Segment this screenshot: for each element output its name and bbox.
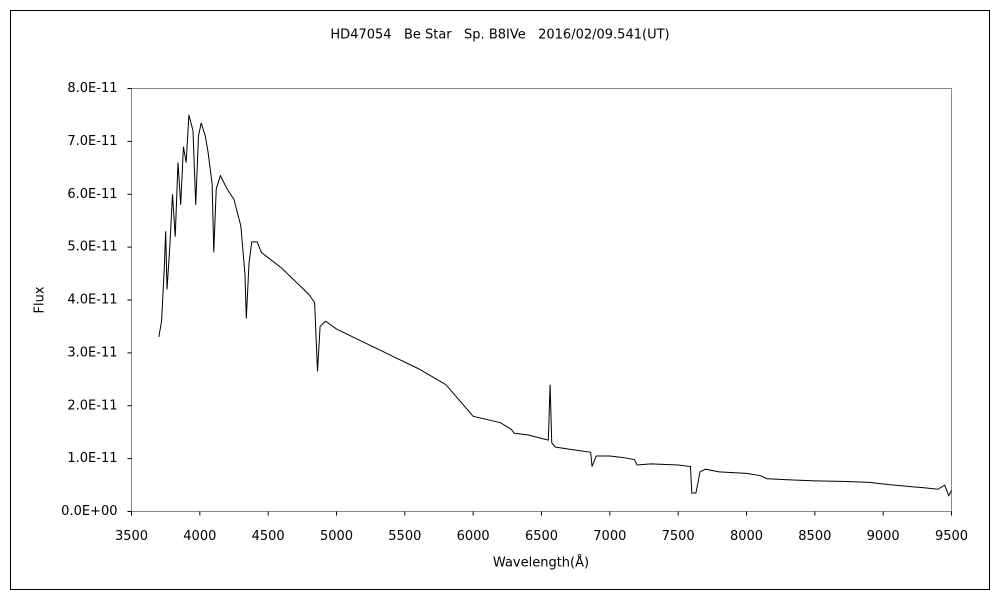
spectrum-line <box>158 114 952 497</box>
x-tick-label: 9000 <box>867 529 900 544</box>
plot-area <box>131 88 952 512</box>
chart-title: HD47054 Be Star Sp. B8IVe 2016/02/09.541… <box>330 28 669 43</box>
x-tick-label: 5000 <box>320 529 353 544</box>
x-axis-label: Wavelength(Å) <box>493 555 589 571</box>
y-tick-label: 0.0E+00 <box>61 504 117 519</box>
x-tick-label: 5500 <box>388 529 421 544</box>
y-tick-label: 2.0E-11 <box>67 398 117 413</box>
x-tick-label: 6000 <box>457 529 490 544</box>
x-tick-label: 8000 <box>730 529 763 544</box>
x-tick-label: 7500 <box>662 529 695 544</box>
frame <box>10 10 990 590</box>
y-tick-label: 5.0E-11 <box>67 240 117 255</box>
x-tick-label: 8500 <box>798 529 831 544</box>
y-tick-label: 7.0E-11 <box>67 134 117 149</box>
y-tick-label: 8.0E-11 <box>67 81 117 96</box>
y-tick-label: 4.0E-11 <box>67 293 117 308</box>
y-axis-label: Flux <box>33 286 48 313</box>
x-tick-label: 3500 <box>115 529 148 544</box>
x-tick-label: 9500 <box>935 529 968 544</box>
x-tick-label: 4500 <box>252 529 285 544</box>
x-tick-label: 6500 <box>525 529 558 544</box>
y-tick-label: 3.0E-11 <box>67 345 117 360</box>
x-tick-label: 4000 <box>183 529 216 544</box>
y-tick-label: 1.0E-11 <box>67 451 117 466</box>
y-tick-label: 6.0E-11 <box>67 187 117 202</box>
x-tick-label: 7000 <box>593 529 626 544</box>
